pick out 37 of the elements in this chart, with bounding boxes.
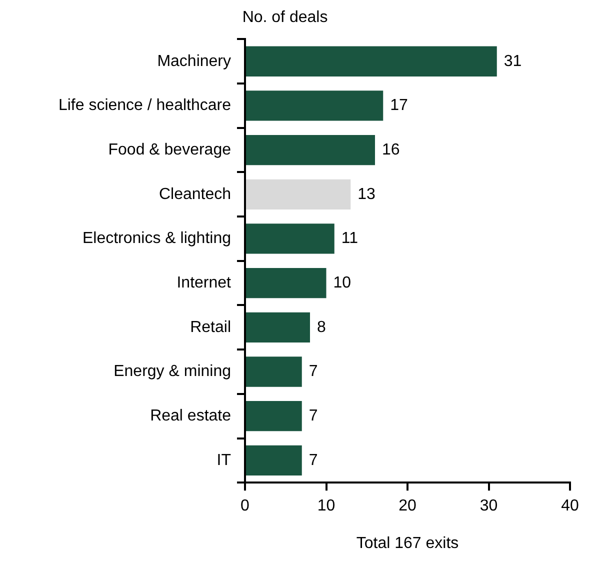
- bar: [246, 356, 302, 387]
- x-tick-label: 0: [240, 498, 250, 515]
- data-label: 13: [358, 186, 376, 203]
- bar: [246, 312, 310, 342]
- data-label: 31: [504, 52, 522, 70]
- y-tick-label: Internet: [176, 274, 232, 292]
- bar: [246, 224, 334, 254]
- y-tick-label: Cleantech: [158, 186, 231, 203]
- y-tick-label: Food & beverage: [108, 141, 232, 158]
- x-tick-label: 40: [561, 498, 579, 515]
- data-label: 11: [341, 230, 358, 248]
- bar: [246, 46, 497, 76]
- y-tick-label: Life science / healthcare: [58, 97, 232, 114]
- y-tick-label: Machinery: [157, 52, 231, 70]
- data-label: 7: [308, 363, 318, 380]
- data-label: 10: [333, 274, 352, 292]
- data-label: 17: [390, 97, 408, 114]
- x-axis-title: Total 167 exits: [356, 534, 459, 552]
- bar: [246, 179, 351, 210]
- bar: [246, 401, 302, 432]
- bar: [246, 134, 375, 166]
- data-label: 7: [308, 452, 318, 469]
- x-tick-label: 10: [317, 498, 336, 515]
- x-tick-label: 20: [398, 498, 416, 515]
- x-tick-label: 30: [480, 498, 498, 515]
- chart-title: No. of deals: [242, 9, 328, 26]
- bar: [246, 445, 302, 476]
- data-label: 8: [317, 318, 326, 336]
- y-tick-label: Energy & mining: [114, 363, 231, 380]
- bar: [246, 268, 326, 298]
- data-label: 16: [382, 141, 400, 158]
- y-tick-label: Real estate: [150, 407, 232, 424]
- bar: [246, 90, 384, 121]
- data-label: 7: [308, 407, 318, 424]
- y-tick-label: Retail: [190, 318, 231, 336]
- y-tick-label: IT: [216, 452, 232, 469]
- y-tick-label: Electronics & lighting: [82, 230, 231, 248]
